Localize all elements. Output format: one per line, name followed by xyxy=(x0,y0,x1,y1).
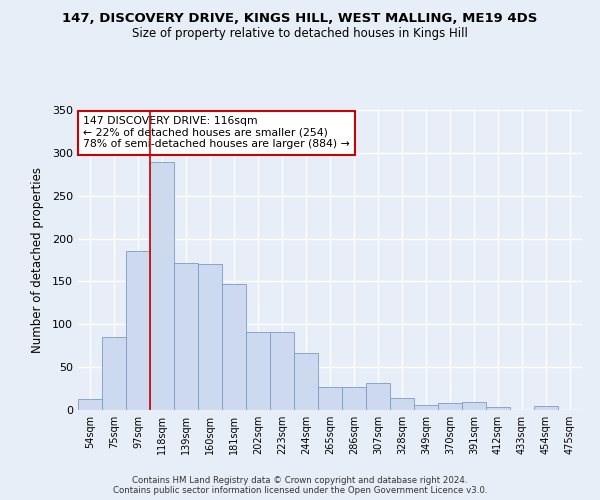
Text: 147 DISCOVERY DRIVE: 116sqm
← 22% of detached houses are smaller (254)
78% of se: 147 DISCOVERY DRIVE: 116sqm ← 22% of det… xyxy=(83,116,350,149)
Bar xyxy=(366,382,390,410)
Text: Size of property relative to detached houses in Kings Hill: Size of property relative to detached ho… xyxy=(132,28,468,40)
Bar xyxy=(462,402,486,410)
Bar xyxy=(534,406,558,410)
Bar xyxy=(246,332,270,410)
Bar xyxy=(126,252,150,410)
Bar xyxy=(294,352,318,410)
Bar xyxy=(486,408,510,410)
Bar xyxy=(174,262,198,410)
Text: 147, DISCOVERY DRIVE, KINGS HILL, WEST MALLING, ME19 4DS: 147, DISCOVERY DRIVE, KINGS HILL, WEST M… xyxy=(62,12,538,26)
Bar xyxy=(150,162,174,410)
Bar xyxy=(222,284,246,410)
Y-axis label: Number of detached properties: Number of detached properties xyxy=(31,167,44,353)
Bar xyxy=(390,398,414,410)
Bar xyxy=(78,399,102,410)
Text: Contains public sector information licensed under the Open Government Licence v3: Contains public sector information licen… xyxy=(113,486,487,495)
Bar xyxy=(198,264,222,410)
Bar xyxy=(438,403,462,410)
Bar xyxy=(318,387,342,410)
Bar xyxy=(102,337,126,410)
Bar xyxy=(270,332,294,410)
Text: Contains HM Land Registry data © Crown copyright and database right 2024.: Contains HM Land Registry data © Crown c… xyxy=(132,476,468,485)
Bar xyxy=(414,405,438,410)
Bar xyxy=(342,387,366,410)
